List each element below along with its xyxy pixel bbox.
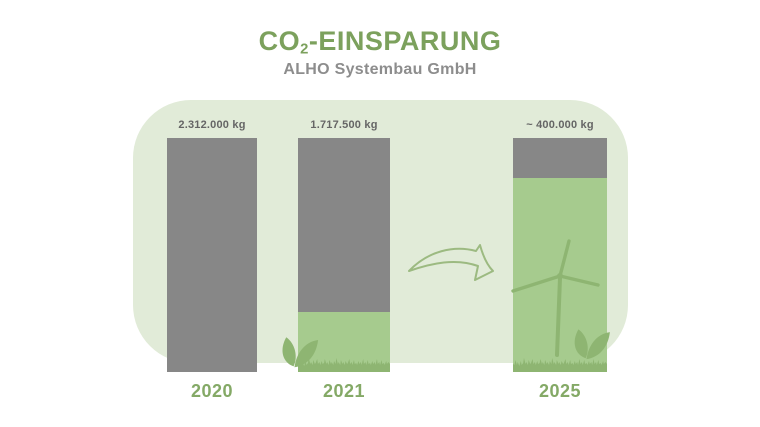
title-prefix: CO <box>258 26 301 56</box>
bar-2020-co2-segment <box>167 138 257 372</box>
leaf-sprout-icon <box>574 329 610 360</box>
wind-turbine-icon <box>511 239 600 357</box>
header: CO2-EINSPARUNG ALHO Systembau GmbH <box>0 0 760 79</box>
year-label-2020: 2020 <box>190 381 234 401</box>
bar-2020 <box>167 138 257 372</box>
improvement-arrow-icon <box>408 244 494 281</box>
grass-icon <box>298 358 390 372</box>
year-label-2025: 2025 <box>538 381 582 401</box>
value-label-2020: 2.312.000 kg <box>178 119 246 131</box>
bar-2021 <box>282 138 390 372</box>
grass-icon <box>513 358 607 372</box>
title-suffix: -EINSPARUNG <box>308 26 502 56</box>
bar-group-2021: 1.717.500 kg 2021 <box>282 119 390 409</box>
bar-2025 <box>511 138 610 372</box>
bar-2021-co2-segment <box>298 138 390 312</box>
title-subscript: 2 <box>300 41 309 58</box>
bar-group-2025: ~ 400.000 kg 2025 <box>511 119 610 409</box>
value-label-2021: 1.717.500 kg <box>310 119 378 131</box>
bar-2025-saving-segment <box>511 178 610 372</box>
bar-group-2020: 2.312.000 kg 2020 <box>167 119 257 409</box>
page-title: CO2-EINSPARUNG <box>0 26 760 58</box>
subtitle: ALHO Systembau GmbH <box>283 61 477 78</box>
year-label-2021: 2021 <box>322 381 366 401</box>
value-label-2025: ~ 400.000 kg <box>526 119 594 131</box>
bar-2021-saving-segment <box>282 312 390 372</box>
bar-2025-co2-segment <box>513 138 607 178</box>
